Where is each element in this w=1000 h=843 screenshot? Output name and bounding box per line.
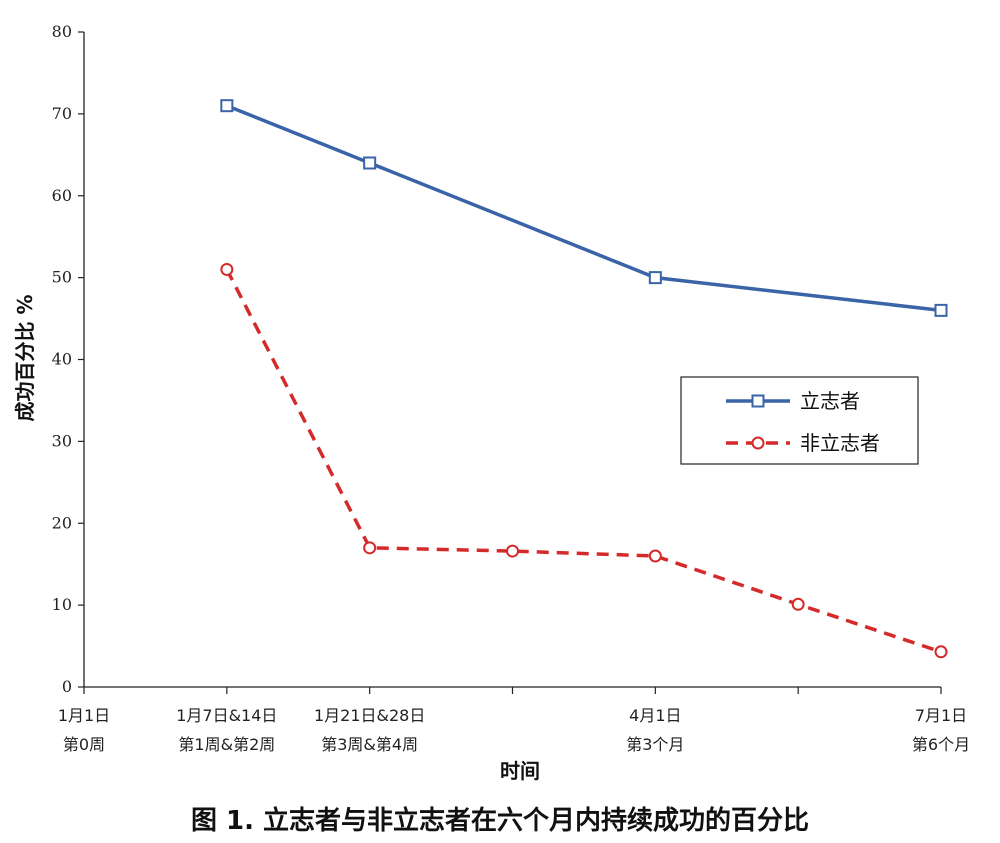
y-tick-label: 30 — [52, 431, 72, 450]
x-tick-label: 4月1日 — [629, 706, 681, 725]
data-point — [648, 271, 662, 285]
series-lines — [225, 104, 942, 654]
data-point — [934, 303, 948, 317]
y-tick-label: 0 — [62, 677, 72, 696]
legend-marker — [751, 394, 765, 408]
y-tick-label: 10 — [52, 595, 72, 614]
data-point — [363, 156, 377, 170]
x-tick-label: 7月1日 — [915, 706, 967, 725]
legend-label: 非立志者 — [800, 431, 880, 455]
series-line-1 — [225, 268, 942, 654]
data-point — [648, 549, 662, 563]
data-point — [934, 645, 948, 659]
x-axis-label: 时间 — [500, 759, 540, 783]
y-tick-label: 60 — [52, 186, 72, 205]
x-tick-label: 1月7日&14日 — [176, 706, 277, 725]
x-tick-label: 第1周&第2周 — [178, 735, 275, 754]
x-tick-label: 第3个月 — [626, 735, 684, 754]
x-tick-label: 1月1日 — [58, 706, 110, 725]
data-point — [220, 99, 234, 113]
x-tick-label: 第6个月 — [912, 735, 970, 754]
data-point — [363, 541, 377, 555]
data-point — [791, 597, 805, 611]
legend-label: 立志者 — [800, 389, 860, 413]
data-point — [506, 544, 519, 558]
figure-caption: 图 1. 立志者与非立志者在六个月内持续成功的百分比 — [190, 806, 810, 836]
x-tick-label: 1月21日&28日 — [314, 706, 425, 725]
x-tick-label: 第3周&第4周 — [321, 735, 418, 754]
y-tick-label: 50 — [52, 268, 72, 287]
y-tick-label: 70 — [52, 104, 72, 123]
x-tick-label: 第0周 — [63, 735, 105, 754]
y-tick-label: 40 — [52, 350, 72, 369]
y-axis-ticks: 0 10 20 30 40 50 60 70 80 — [52, 22, 84, 696]
y-tick-label: 20 — [52, 513, 72, 532]
series-line-0 — [226, 104, 942, 313]
y-tick-label: 80 — [52, 22, 72, 41]
legend-marker — [751, 436, 765, 450]
data-point — [220, 262, 234, 276]
chart-axes — [83, 32, 941, 688]
series-points — [220, 99, 948, 659]
y-axis-label: 成功百分比 % — [13, 294, 37, 421]
legend-box — [680, 376, 919, 465]
